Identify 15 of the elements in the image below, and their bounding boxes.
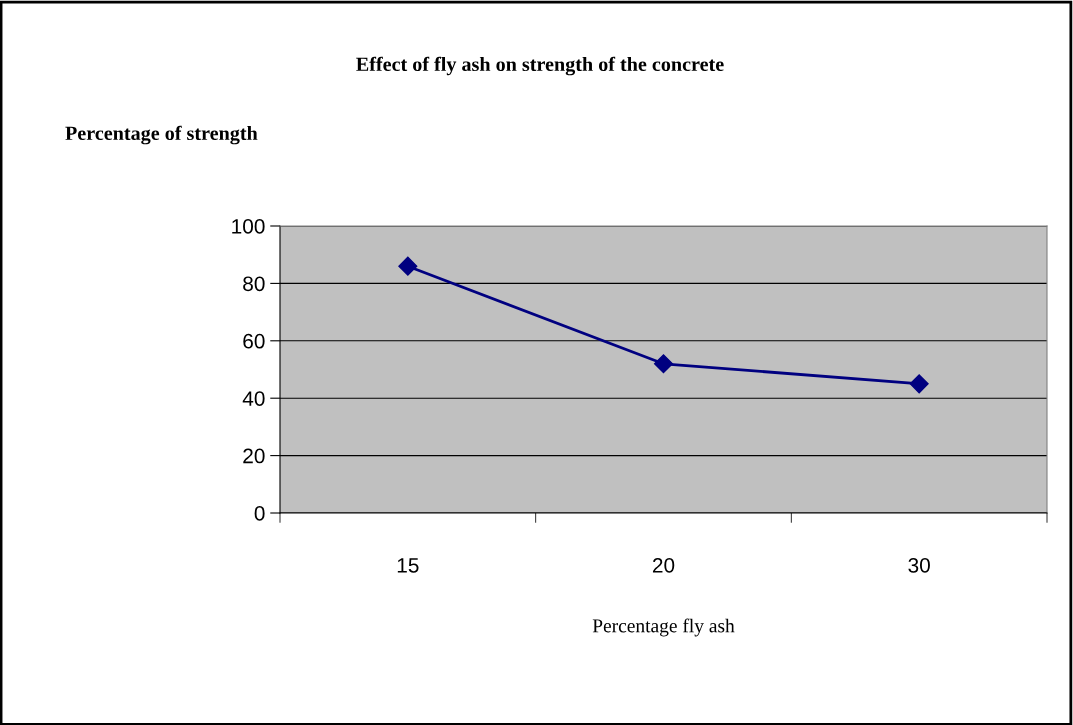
- y-tick-label: 60: [243, 333, 265, 349]
- y-tick-label: 0: [254, 506, 265, 521]
- y-tick-label: 40: [242, 391, 265, 406]
- chart-title: Effect of fly ash on strength of the concrete: [356, 56, 724, 76]
- point: [653, 354, 674, 374]
- x-axis-title: Percentage fly ash: [592, 618, 735, 637]
- x-tick-label: 15: [397, 558, 419, 573]
- x-tick-label: 20: [652, 557, 675, 573]
- x-tick-label: 30: [908, 557, 930, 573]
- point: [398, 256, 418, 276]
- y-tick-label: 80: [243, 276, 265, 292]
- y-axis-title: Percentage of strength: [65, 125, 258, 145]
- y-tick-label: 100: [232, 219, 265, 234]
- y-tick-label: 20: [243, 448, 265, 464]
- point: [909, 374, 929, 394]
